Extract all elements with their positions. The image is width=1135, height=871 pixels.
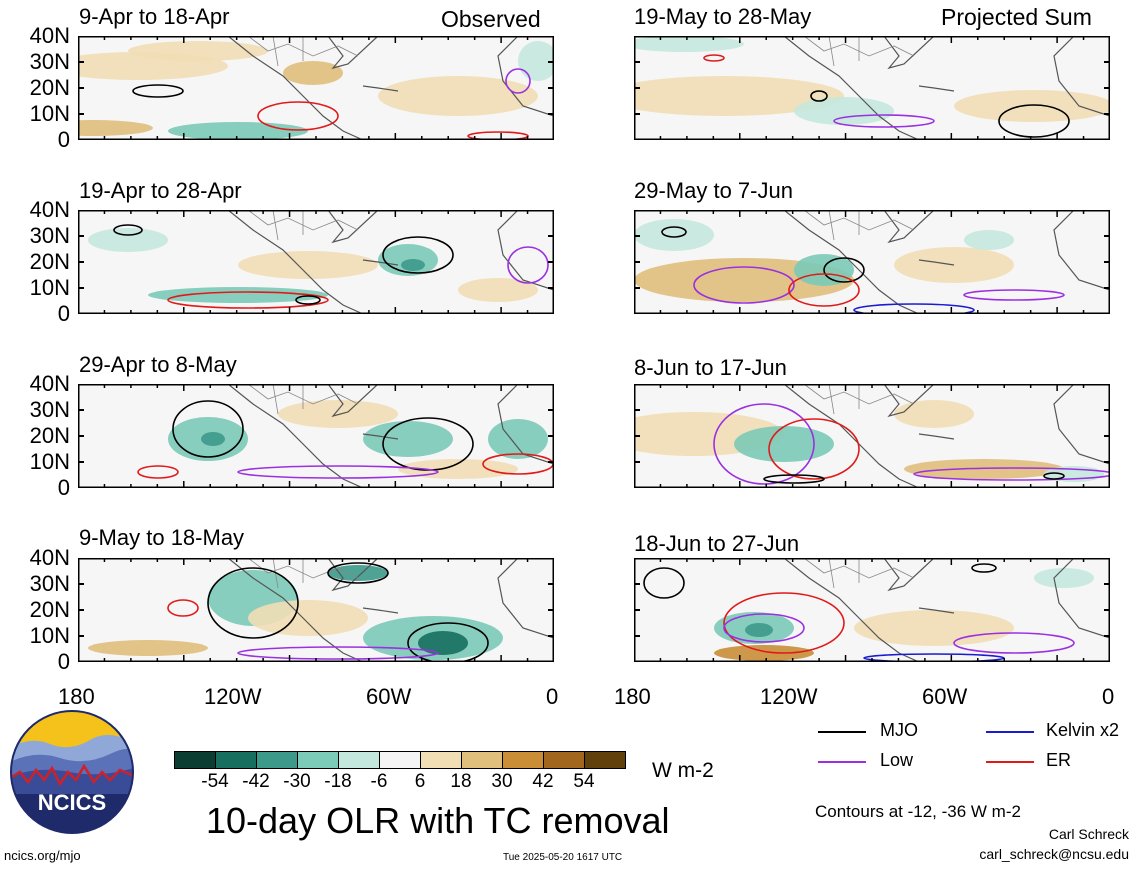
panel-title-3: 29-Apr to 8-May (79, 352, 237, 377)
panel-title-4: 9-May to 18-May (79, 525, 245, 550)
y-tick-label: 30N (29, 49, 70, 74)
colorbar-tick-label: 30 (491, 771, 513, 792)
map-panel-4 (78, 558, 554, 662)
colorbar-tick-label: -6 (370, 771, 388, 792)
colorbar-tick-label: -18 (324, 771, 352, 792)
y-tick-label: 20N (29, 597, 70, 622)
legend-er-label: ER (1046, 750, 1072, 770)
colorbar-swatch (174, 751, 216, 769)
colorbar-swatch (215, 751, 257, 769)
x-tick-label: 180 (614, 684, 651, 709)
panel-title-5: 19-May to 28-May (634, 4, 812, 29)
contour-note: Contours at -12, -36 W m-2 (815, 802, 1021, 821)
colorbar-swatch (584, 751, 626, 769)
colorbar-tick-label: -42 (242, 771, 270, 792)
y-tick-label: 40N (29, 23, 70, 48)
y-tick-label: 40N (29, 371, 70, 396)
colorbar-tick-label: 6 (414, 771, 426, 792)
chart-title: 10-day OLR with TC removal (206, 800, 670, 841)
legend-kelvin-line (986, 731, 1034, 733)
y-tick-label: 0 (57, 649, 70, 674)
x-tick-label: 0 (546, 684, 559, 709)
colorbar-tick-label: 54 (573, 771, 595, 792)
legend-kelvin-label: Kelvin x2 (1046, 720, 1120, 740)
map-panel-3 (78, 384, 554, 488)
author-email[interactable]: carl_schreck@ncsu.edu (979, 846, 1129, 862)
map-panel-8 (634, 558, 1110, 662)
y-tick-label: 30N (29, 397, 70, 422)
colorbar-swatch (379, 751, 421, 769)
colorbar-tick-label: 42 (532, 771, 554, 792)
author-name: Carl Schreck (1048, 826, 1129, 842)
panel-title-2: 19-Apr to 28-Apr (79, 178, 242, 203)
y-tick-label: 20N (29, 75, 70, 100)
colorbar-swatch (502, 751, 544, 769)
colorbar-swatch (461, 751, 503, 769)
x-tick-label: 180 (58, 684, 95, 709)
y-tick-label: 0 (57, 127, 70, 152)
colorbar-tick-label: -30 (283, 771, 311, 792)
panel-title-1: 9-Apr to 18-Apr (79, 4, 230, 29)
x-tick-label: 60W (366, 684, 412, 709)
y-tick-label: 10N (29, 623, 70, 648)
panel-title-7: 8-Jun to 17-Jun (634, 355, 787, 380)
map-panel-6 (634, 210, 1110, 314)
y-tick-label: 0 (57, 475, 70, 500)
y-tick-label: 10N (29, 449, 70, 474)
logo-text: NCICS (38, 790, 106, 815)
y-tick-label: 30N (29, 223, 70, 248)
map-panel-1 (78, 36, 554, 140)
x-tick-label: 120W (760, 684, 818, 709)
colorbar-tick-label: 18 (450, 771, 472, 792)
legend-er-line (986, 761, 1034, 763)
projected-sum-header: Projected Sum (941, 4, 1092, 30)
y-tick-label: 0 (57, 301, 70, 326)
site-url[interactable]: ncics.org/mjo (4, 848, 81, 863)
ncics-logo: NCICS (10, 710, 134, 839)
map-panel-7 (634, 384, 1110, 488)
legend-low-label: Low (880, 750, 914, 770)
colorbar-swatch (297, 751, 339, 769)
y-tick-label: 10N (29, 275, 70, 300)
x-tick-label: 60W (922, 684, 968, 709)
timestamp: Tue 2025-05-20 1617 UTC (503, 852, 623, 863)
panel-title-6: 29-May to 7-Jun (634, 178, 793, 203)
colorbar-swatch (420, 751, 462, 769)
x-tick-label: 0 (1102, 684, 1115, 709)
y-tick-label: 20N (29, 423, 70, 448)
colorbar-units: W m-2 (652, 759, 714, 782)
colorbar-swatch (338, 751, 380, 769)
panel-title-8: 18-Jun to 27-Jun (634, 531, 800, 556)
legend-low-line (818, 761, 866, 763)
map-panel-2 (78, 210, 554, 314)
y-tick-label: 20N (29, 249, 70, 274)
colorbar-tick-label: -54 (201, 771, 229, 792)
y-tick-label: 30N (29, 571, 70, 596)
y-tick-label: 40N (29, 197, 70, 222)
colorbar-swatch (256, 751, 298, 769)
legend-mjo-label: MJO (880, 720, 918, 740)
legend-mjo-line (818, 731, 866, 733)
y-tick-label: 10N (29, 101, 70, 126)
map-panel-5 (634, 36, 1110, 140)
colorbar-swatch (543, 751, 585, 769)
x-tick-label: 120W (204, 684, 262, 709)
y-tick-label: 40N (29, 545, 70, 570)
observed-header: Observed (441, 6, 541, 32)
